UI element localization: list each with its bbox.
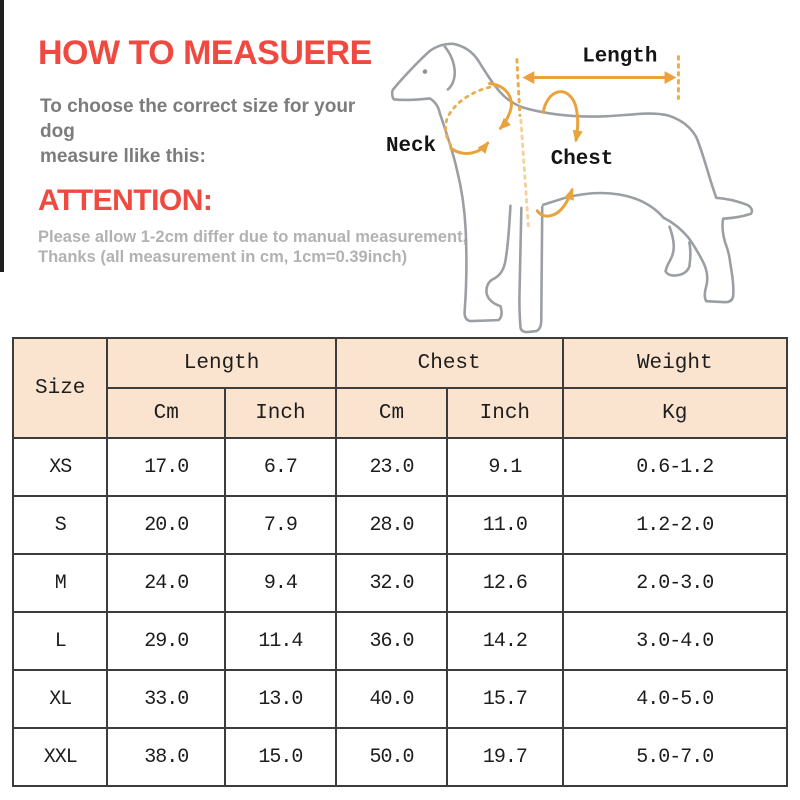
chest-measurement [535, 90, 583, 218]
length-cm-header: Cm [106, 387, 227, 439]
length-inch-cell: 13.0 [224, 669, 337, 729]
length-inch-header: Inch [224, 387, 337, 439]
size-cell: XS [11, 437, 109, 497]
size-cell: M [11, 553, 109, 613]
chest-cm-cell: 36.0 [334, 611, 449, 671]
weight-kg-cell: 0.6-1.2 [561, 437, 788, 497]
dog-measurement-diagram: Length Neck Chest [370, 0, 800, 338]
chest-cm-cell: 23.0 [334, 437, 449, 497]
length-measurement [515, 55, 680, 228]
weight-kg-header: Kg [561, 387, 788, 439]
neck-dotted-arc [444, 84, 499, 150]
weight-group-header: Weight [561, 337, 788, 389]
table-row: XS 17.0 6.7 23.0 9.1 0.6-1.2 [11, 437, 788, 497]
chest-arrow-top [541, 90, 583, 143]
chest-inch-cell: 12.6 [446, 553, 564, 613]
chest-cm-cell: 28.0 [334, 495, 449, 555]
page-title: HOW TO MEASUERE [38, 34, 372, 72]
chest-cm-cell: 40.0 [334, 669, 449, 729]
length-group-header: Length [106, 337, 337, 389]
chest-inch-cell: 11.0 [446, 495, 564, 555]
length-inch-cell: 9.4 [224, 553, 337, 613]
table-row: M 24.0 9.4 32.0 12.6 2.0-3.0 [11, 553, 788, 613]
left-edge-artifact [0, 0, 4, 272]
length-arrowhead-right-icon [664, 71, 677, 85]
chest-inch-header: Inch [446, 387, 564, 439]
attention-note-line1: Please allow 1-2cm differ due to manual … [38, 228, 468, 246]
table-group-header-row: Size Length Chest Weight [11, 337, 788, 439]
neck-measurement [444, 82, 513, 155]
length-cm-cell: 20.0 [106, 495, 227, 555]
chest-inch-cell: 19.7 [446, 727, 564, 787]
chest-arrow-bottom [535, 187, 574, 218]
chest-cm-cell: 50.0 [334, 727, 449, 787]
dog-far-rear-leg-path [664, 225, 692, 277]
size-column-header: Size [11, 337, 109, 439]
length-cm-cell: 24.0 [106, 553, 227, 613]
length-cm-cell: 29.0 [106, 611, 227, 671]
measure-instructions-line2: measure llike this: [40, 146, 206, 168]
length-label: Length [582, 46, 657, 69]
weight-kg-cell: 2.0-3.0 [561, 553, 788, 613]
attention-note-text: Please allow 1-2cm differ due to manual … [38, 227, 468, 268]
weight-kg-cell: 3.0-4.0 [561, 611, 788, 671]
table-row: XL 33.0 13.0 40.0 15.7 4.0-5.0 [11, 669, 788, 729]
dog-eye-dot [422, 69, 428, 74]
size-chart-table: Size Length Chest Weight Cm Inch Cm Inch… [11, 337, 788, 787]
length-inch-cell: 6.7 [224, 437, 337, 497]
table-row: S 20.0 7.9 28.0 11.0 1.2-2.0 [11, 495, 788, 555]
size-cell: XXL [11, 727, 109, 787]
length-inch-cell: 7.9 [224, 495, 337, 555]
weight-kg-cell: 4.0-5.0 [561, 669, 788, 729]
length-inch-cell: 15.0 [224, 727, 337, 787]
dog-chest-front-leg-path [392, 97, 512, 323]
chest-cm-cell: 32.0 [334, 553, 449, 613]
size-cell: L [11, 611, 109, 671]
chest-inch-cell: 14.2 [446, 611, 564, 671]
length-arrowhead-left-icon [522, 71, 535, 85]
length-cm-cell: 17.0 [106, 437, 227, 497]
weight-kg-cell: 5.0-7.0 [561, 727, 788, 787]
dog-diagram-svg: Length Neck Chest [386, 42, 754, 334]
chest-label: Chest [551, 148, 614, 171]
size-cell: S [11, 495, 109, 555]
neck-label: Neck [386, 135, 436, 158]
length-inch-cell: 11.4 [224, 611, 337, 671]
table-row: L 29.0 11.4 36.0 14.2 3.0-4.0 [11, 611, 788, 671]
length-cm-cell: 33.0 [106, 669, 227, 729]
chest-inch-cell: 9.1 [446, 437, 564, 497]
neck-arrow-top [488, 82, 513, 130]
table-unit-header-row: Cm Inch Cm Inch Kg [13, 387, 788, 439]
length-dash-left [515, 58, 522, 117]
table-row: XXL 38.0 15.0 50.0 19.7 5.0-7.0 [11, 727, 788, 787]
chest-group-header: Chest [334, 337, 564, 389]
dog-body-path [390, 42, 754, 304]
chest-vertical-dash [519, 118, 530, 228]
neck-arrow-bottom [449, 141, 490, 155]
size-cell: XL [11, 669, 109, 729]
chest-inch-cell: 15.7 [446, 669, 564, 729]
chest-cm-header: Cm [334, 387, 449, 439]
attention-note-line2: Thanks (all measurement in cm, 1cm=0.39i… [38, 248, 408, 267]
dog-outline [390, 42, 754, 334]
length-cm-cell: 38.0 [106, 727, 227, 787]
dog-ear-path [443, 45, 457, 91]
attention-heading: ATTENTION: [38, 184, 213, 217]
dog-far-front-leg-path [518, 205, 544, 334]
weight-kg-cell: 1.2-2.0 [561, 495, 788, 555]
measure-instructions-text: To choose the correct size for your dog … [40, 94, 370, 169]
measure-instructions-line1: To choose the correct size for your dog [40, 96, 356, 143]
